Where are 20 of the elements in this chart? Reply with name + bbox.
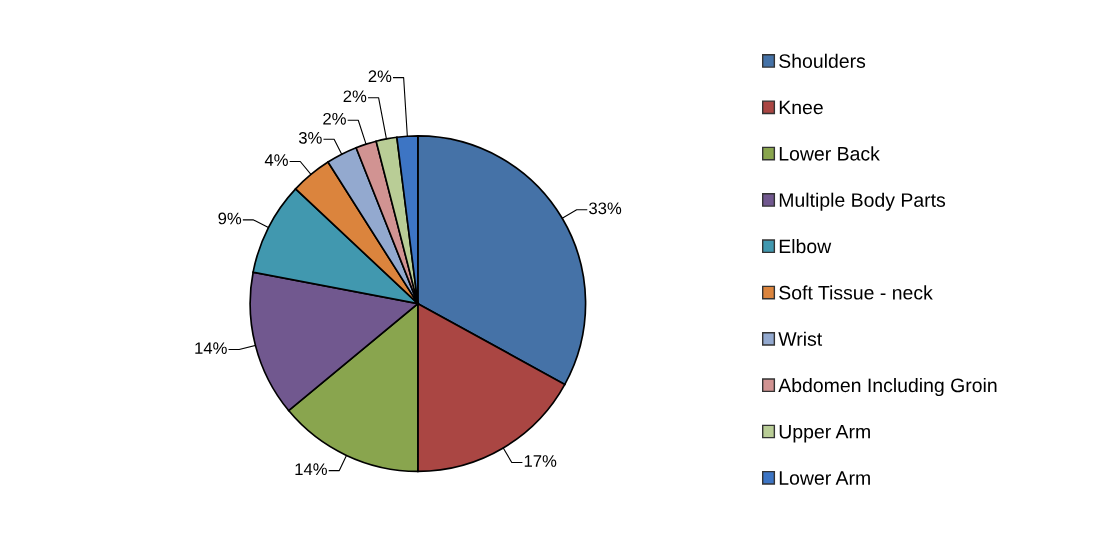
data-label: 3% xyxy=(298,131,322,144)
data-label: 2% xyxy=(323,112,346,125)
data-label: 4% xyxy=(264,154,288,166)
legend-label: Elbow xyxy=(779,238,832,254)
legend-label: Lower Arm xyxy=(779,471,870,485)
legend-label: Soft Tissue - neck xyxy=(779,285,933,300)
legend-label: Lower Back xyxy=(779,146,880,161)
legend-label: Wrist xyxy=(778,331,823,346)
legend-label: Upper Arm xyxy=(779,424,870,443)
data-label: 2% xyxy=(343,90,367,103)
data-label: 33% xyxy=(589,202,622,215)
legend-label: Abdomen Including Groin xyxy=(778,377,997,397)
data-label: 2% xyxy=(368,70,392,83)
legend-label: Multiple Body Parts xyxy=(779,192,946,211)
data-label: 9% xyxy=(218,212,242,225)
legend-label: Knee xyxy=(779,100,823,115)
data-label: 14% xyxy=(295,463,327,475)
legend-label: Shoulders xyxy=(779,53,866,68)
data-label: 17% xyxy=(524,455,557,467)
data-label: 14% xyxy=(195,342,227,354)
